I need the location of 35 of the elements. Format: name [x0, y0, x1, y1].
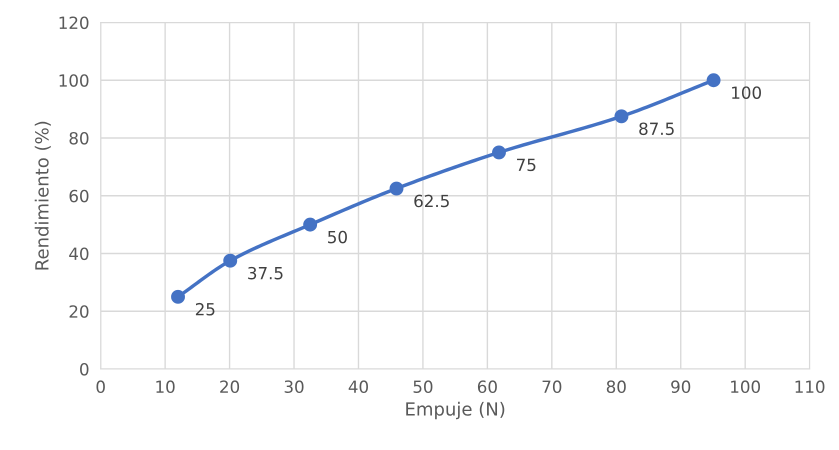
x-tick-label: 50 — [414, 380, 432, 394]
data-label: 25 — [196, 302, 214, 316]
y-tick-label: 100 — [60, 74, 88, 87]
y-tick-label: 20 — [70, 305, 88, 318]
data-label: 37.5 — [248, 266, 283, 280]
y-axis-title: Rendimiento (%) — [34, 122, 51, 270]
y-tick-label: 60 — [70, 190, 88, 202]
x-axis-title: Empuje (N) — [406, 402, 504, 420]
data-label: 62.5 — [414, 194, 449, 208]
point — [171, 290, 185, 304]
x-tick-label: 20 — [220, 380, 240, 394]
point — [390, 182, 404, 196]
y-tick-label: 40 — [69, 247, 88, 260]
point — [492, 145, 506, 160]
point — [303, 218, 318, 232]
x-tick-label: 10 — [156, 380, 175, 394]
x-tick-label: 100 — [731, 380, 760, 394]
y-tick-label: 120 — [60, 16, 88, 30]
x-tick-label: 110 — [796, 380, 824, 394]
data-label: 50 — [328, 230, 347, 244]
x-tick-label: 90 — [671, 380, 690, 394]
data-label: 75 — [517, 158, 536, 172]
point — [706, 73, 721, 88]
x-tick-label: 0 — [96, 380, 105, 394]
data-label: 100 — [732, 86, 761, 99]
x-tick-label: 40 — [348, 380, 368, 394]
x-tick-label: 60 — [478, 380, 497, 394]
data-label: 87.5 — [639, 122, 674, 136]
y-tick-label: 0 — [80, 362, 88, 376]
y-tick-label: 80 — [69, 132, 88, 145]
x-tick-label: 70 — [542, 380, 562, 394]
x-tick-label: 80 — [606, 380, 626, 394]
point — [614, 109, 628, 124]
x-tick-label: 30 — [284, 380, 304, 394]
point — [223, 254, 238, 268]
